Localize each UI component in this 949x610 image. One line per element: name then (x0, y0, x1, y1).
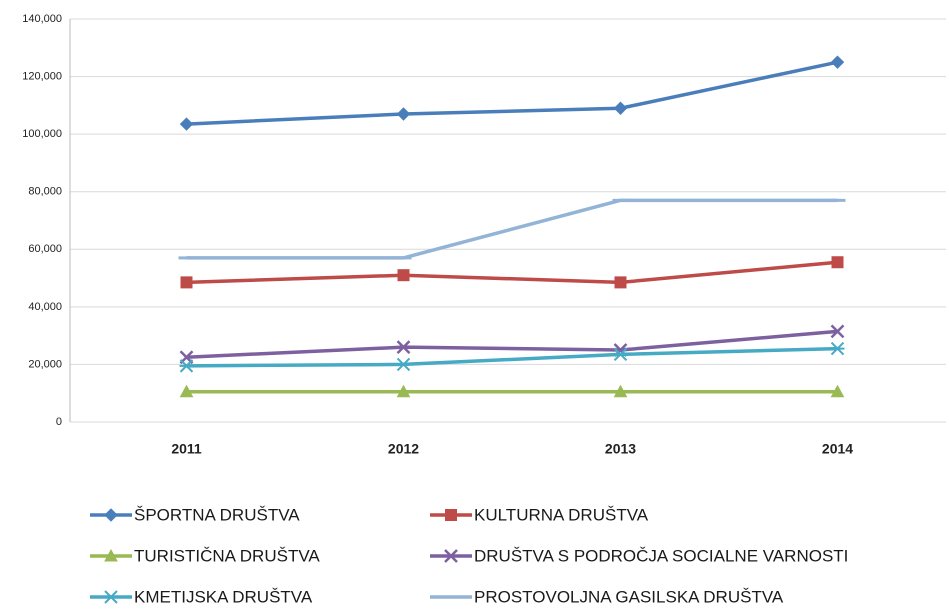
legend-marker (104, 548, 118, 562)
marker (396, 357, 411, 372)
marker (397, 269, 410, 282)
marker (396, 384, 411, 398)
y-tick-label: 120,000 (22, 70, 62, 82)
x-tick-label: 2011 (171, 441, 202, 457)
legend-marker (104, 508, 118, 522)
marker (396, 107, 411, 121)
y-tick-label: 20,000 (28, 358, 62, 370)
series-line (186, 329, 838, 359)
marker (613, 101, 628, 115)
legend-label: PROSTOVOLJNA GASILSKA DRUŠTVA (474, 587, 784, 606)
legend-label: ŠPORTNA DRUŠTVA (134, 505, 300, 524)
legend-marker (104, 590, 118, 604)
series-line (186, 60, 838, 126)
marker (613, 347, 628, 362)
legend-label: TURISTIČNA DRUŠTVA (134, 546, 320, 565)
y-tick-label: 0 (56, 416, 62, 428)
y-tick-label: 140,000 (22, 13, 62, 25)
y-tick-label: 60,000 (28, 243, 62, 255)
y-tick-label: 40,000 (28, 301, 62, 313)
marker (179, 384, 194, 398)
series-line (186, 260, 838, 285)
marker (830, 384, 845, 398)
legend-label: KULTURNA DRUŠTVA (474, 505, 649, 524)
marker (179, 359, 194, 373)
series-line (186, 346, 838, 368)
marker (830, 341, 845, 356)
x-tick-label: 2012 (388, 441, 419, 457)
y-tick-label: 80,000 (28, 186, 62, 198)
marker (179, 117, 194, 131)
legend-label: DRUŠTVA S PODROČJA SOCIALNE VARNOSTI (474, 546, 848, 565)
marker (831, 256, 844, 269)
marker (180, 276, 193, 289)
legend-marker (444, 549, 458, 563)
marker (613, 384, 628, 398)
legend-label: KMETIJSKA DRUŠTVA (134, 587, 313, 606)
x-tick-label: 2014 (822, 441, 853, 457)
marker (614, 276, 627, 289)
marker (830, 55, 845, 69)
marker (396, 340, 411, 355)
marker (830, 324, 845, 339)
series-line (186, 198, 838, 260)
x-tick-label: 2013 (605, 441, 636, 457)
legend-marker (445, 509, 457, 521)
y-tick-label: 100,000 (22, 128, 62, 140)
